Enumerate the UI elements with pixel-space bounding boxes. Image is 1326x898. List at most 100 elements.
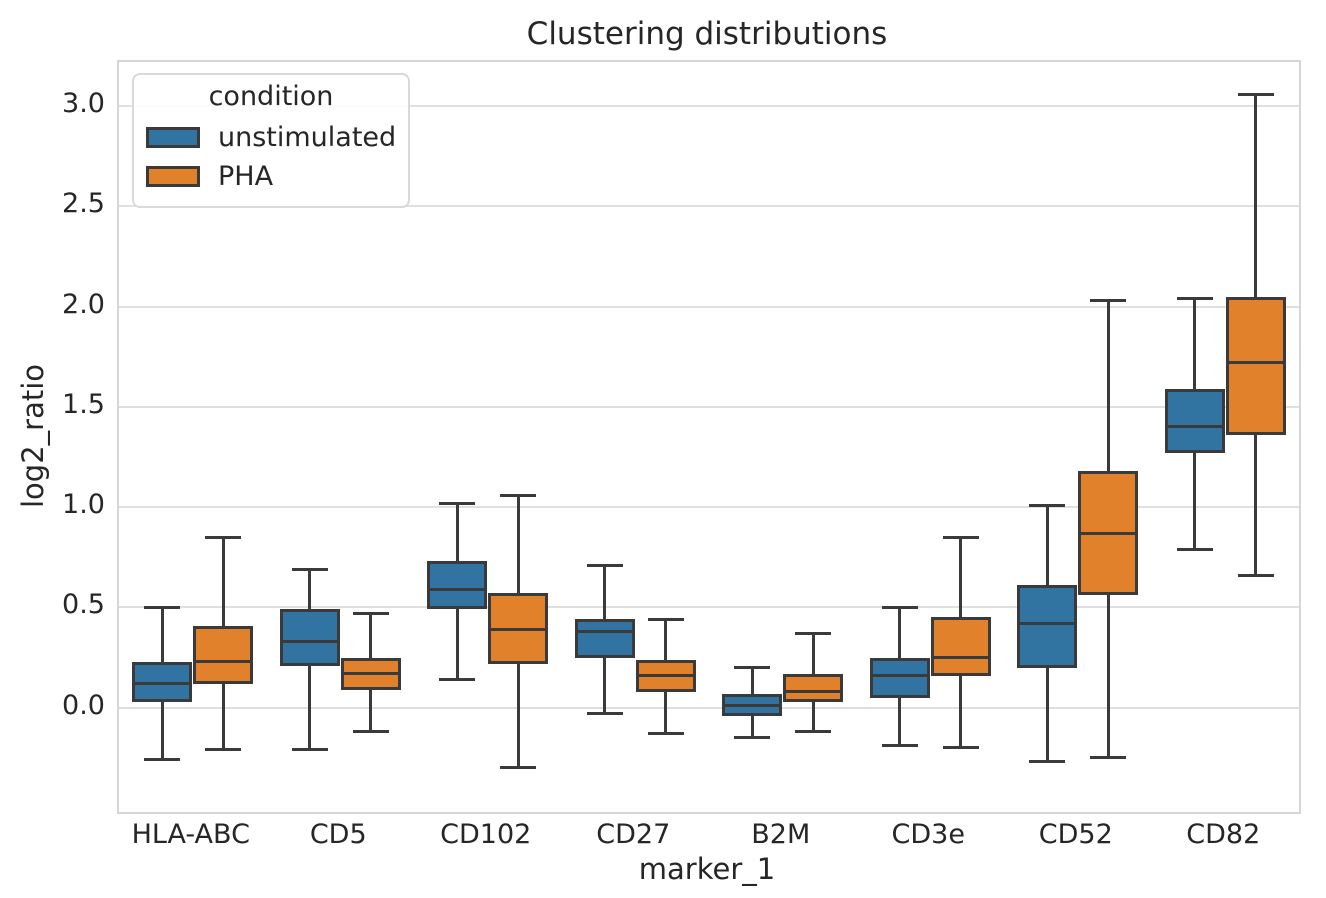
whisker-cap-PHA-CD5	[352, 730, 389, 734]
gridline	[119, 606, 1299, 609]
median-PHA-CD27	[635, 674, 696, 678]
whisker-PHA-CD102	[516, 663, 520, 768]
legend-item: PHA	[134, 157, 408, 196]
whisker-PHA-CD3e	[959, 537, 963, 618]
whisker-unstimulated-CD27	[603, 565, 607, 620]
legend-item-label: PHA	[218, 161, 274, 192]
whisker-cap-PHA-CD102	[500, 493, 537, 497]
whisker-unstimulated-CD5	[308, 569, 312, 610]
whisker-cap-unstimulated-CD82	[1176, 297, 1213, 301]
whisker-unstimulated-B2M	[750, 667, 754, 694]
whisker-PHA-CD82	[1254, 434, 1258, 576]
whisker-PHA-CD52	[1106, 300, 1110, 472]
median-PHA-CD52	[1078, 531, 1139, 535]
x-tick-label: CD82	[1186, 819, 1261, 850]
legend-items: unstimulated PHA	[134, 118, 408, 196]
median-PHA-CD102	[488, 628, 549, 631]
whisker-cap-unstimulated-CD27	[586, 563, 623, 567]
median-unstimulated-HLA-ABC	[132, 682, 193, 686]
whisker-PHA-CD102	[516, 495, 520, 594]
x-tick-label: HLA-ABC	[131, 819, 250, 850]
whisker-unstimulated-CD102	[455, 609, 459, 680]
y-tick-label: 1.0	[62, 489, 105, 521]
whisker-PHA-CD5	[369, 689, 373, 732]
box-unstimulated-CD5	[279, 609, 340, 666]
whisker-unstimulated-CD3e	[898, 607, 902, 658]
median-PHA-B2M	[783, 690, 844, 694]
legend: condition unstimulated PHA	[132, 73, 410, 208]
gridline	[119, 205, 1299, 208]
whisker-unstimulated-HLA-ABC	[160, 701, 164, 760]
gridline	[119, 405, 1299, 408]
median-unstimulated-CD102	[427, 587, 488, 591]
whisker-cap-unstimulated-B2M	[734, 666, 771, 670]
legend-swatch	[146, 127, 200, 148]
whisker-PHA-B2M	[811, 701, 815, 732]
whisker-unstimulated-CD3e	[898, 697, 902, 746]
whisker-cap-PHA-CD3e	[942, 535, 979, 539]
box-PHA-CD3e	[930, 617, 991, 676]
whisker-cap-PHA-CD82	[1237, 92, 1274, 96]
whisker-cap-PHA-HLA-ABC	[205, 748, 242, 752]
median-unstimulated-CD82	[1164, 425, 1225, 429]
legend-item: unstimulated	[134, 118, 408, 157]
whisker-cap-PHA-CD27	[647, 732, 684, 736]
whisker-unstimulated-CD82	[1193, 298, 1197, 389]
box-PHA-HLA-ABC	[193, 625, 254, 684]
median-PHA-CD3e	[930, 656, 991, 660]
whisker-cap-PHA-CD82	[1237, 573, 1274, 577]
median-unstimulated-CD52	[1017, 621, 1078, 625]
whisker-unstimulated-HLA-ABC	[160, 607, 164, 662]
legend-swatch	[146, 166, 200, 187]
whisker-unstimulated-CD5	[308, 665, 312, 750]
whisker-cap-PHA-CD102	[500, 766, 537, 770]
whisker-cap-unstimulated-CD52	[1029, 503, 1066, 507]
box-unstimulated-CD102	[427, 561, 488, 610]
y-tick-label: 3.0	[62, 88, 105, 120]
whisker-cap-unstimulated-CD102	[439, 678, 476, 682]
y-tick-label: 0.0	[62, 689, 105, 721]
whisker-cap-unstimulated-CD52	[1029, 760, 1066, 764]
gridline	[119, 305, 1299, 308]
gridline	[119, 105, 1299, 108]
median-unstimulated-CD27	[574, 630, 635, 634]
box-PHA-B2M	[783, 673, 844, 702]
whisker-cap-unstimulated-CD5	[291, 748, 328, 752]
whisker-unstimulated-B2M	[750, 715, 754, 738]
whisker-unstimulated-CD102	[455, 503, 459, 562]
whisker-PHA-HLA-ABC	[221, 537, 225, 626]
whisker-PHA-CD27	[664, 691, 668, 734]
x-axis-label: marker_1	[638, 852, 776, 886]
whisker-cap-unstimulated-CD82	[1176, 547, 1213, 551]
box-unstimulated-CD3e	[869, 657, 930, 698]
box-unstimulated-CD27	[574, 619, 635, 658]
median-PHA-CD5	[340, 672, 401, 676]
whisker-cap-PHA-CD3e	[942, 746, 979, 750]
whisker-PHA-B2M	[811, 633, 815, 674]
whisker-cap-PHA-CD52	[1090, 756, 1127, 760]
x-tick-label: CD27	[596, 819, 671, 850]
whisker-unstimulated-CD27	[603, 657, 607, 714]
whisker-cap-unstimulated-CD3e	[881, 605, 918, 609]
whisker-cap-PHA-B2M	[795, 632, 832, 636]
whisker-cap-PHA-CD27	[647, 617, 684, 621]
whisker-unstimulated-CD52	[1045, 505, 1049, 586]
whisker-cap-unstimulated-CD3e	[881, 744, 918, 748]
x-tick-label: CD3e	[891, 819, 965, 850]
whisker-unstimulated-CD82	[1193, 453, 1197, 550]
whisker-cap-unstimulated-HLA-ABC	[144, 758, 181, 762]
whisker-cap-PHA-CD52	[1090, 299, 1127, 303]
whisker-cap-PHA-CD5	[352, 611, 389, 615]
y-axis-label: log2_ratio	[16, 363, 50, 509]
y-tick-label: 1.5	[62, 388, 105, 420]
chart-title: Clustering distributions	[526, 16, 888, 52]
box-unstimulated-HLA-ABC	[132, 661, 193, 702]
x-tick-label: CD52	[1038, 819, 1113, 850]
median-unstimulated-CD5	[279, 640, 340, 644]
whisker-cap-PHA-HLA-ABC	[205, 535, 242, 539]
box-PHA-CD82	[1225, 296, 1286, 435]
box-unstimulated-CD82	[1164, 388, 1225, 454]
median-PHA-CD82	[1225, 361, 1286, 365]
whisker-PHA-CD82	[1254, 94, 1258, 297]
plot-area: condition unstimulated PHA	[117, 60, 1301, 814]
